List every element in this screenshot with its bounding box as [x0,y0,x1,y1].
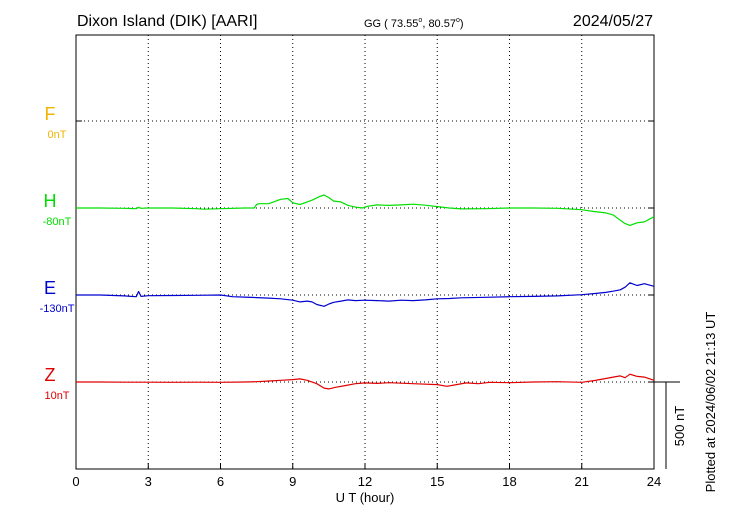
series-line-h [76,194,655,226]
geographic-coords: GG ( 73.55o, 80.57o) [364,17,464,30]
component-label-z: Z [45,365,56,385]
scale-bar: 500 nT [654,381,687,469]
plotted-at-note: Plotted at 2024/06/02 21:13 UT [703,312,718,493]
coords-deg-2: o [456,17,460,24]
x-tick-label: 0 [72,474,79,489]
baseline-label-e: -130nT [40,303,75,315]
coords-close: ) [460,18,464,30]
baseline-label-f: 0nT [48,129,67,141]
x-tick-label: 21 [575,474,589,489]
scale-bar-label: 500 nT [672,406,687,447]
x-axis-ticks: 0 3 6 9 12 15 18 21 24 [72,120,661,489]
series-line-e [76,282,655,307]
x-tick-label: 24 [647,474,661,489]
x-axis-label: U T (hour) [336,490,395,505]
component-label-h: H [44,191,57,211]
x-tick-label: 6 [217,474,224,489]
x-tick-label: 18 [502,474,516,489]
x-tick-label: 15 [430,474,444,489]
chart-date: 2024/05/27 [573,13,653,30]
component-labels: F 0nT H -80nT E -130nT Z 10nT [40,104,75,402]
grid-lines [76,35,654,469]
baseline-label-z: 10nT [44,390,69,402]
series-curves [76,194,655,390]
component-label-f: F [45,104,56,124]
x-tick-label: 12 [358,474,372,489]
station-title: Dixon Island (DIK) [AARI] [77,13,258,30]
x-tick-label: 3 [145,474,152,489]
component-label-e: E [44,278,56,298]
baseline-label-h: -80nT [43,216,72,228]
series-line-z [76,373,655,390]
x-tick-label: 9 [289,474,296,489]
coords-lon: , 80.57 [422,18,456,30]
coords-deg-1: o [418,17,422,24]
coords-lat: GG ( 73.55 [364,18,418,30]
